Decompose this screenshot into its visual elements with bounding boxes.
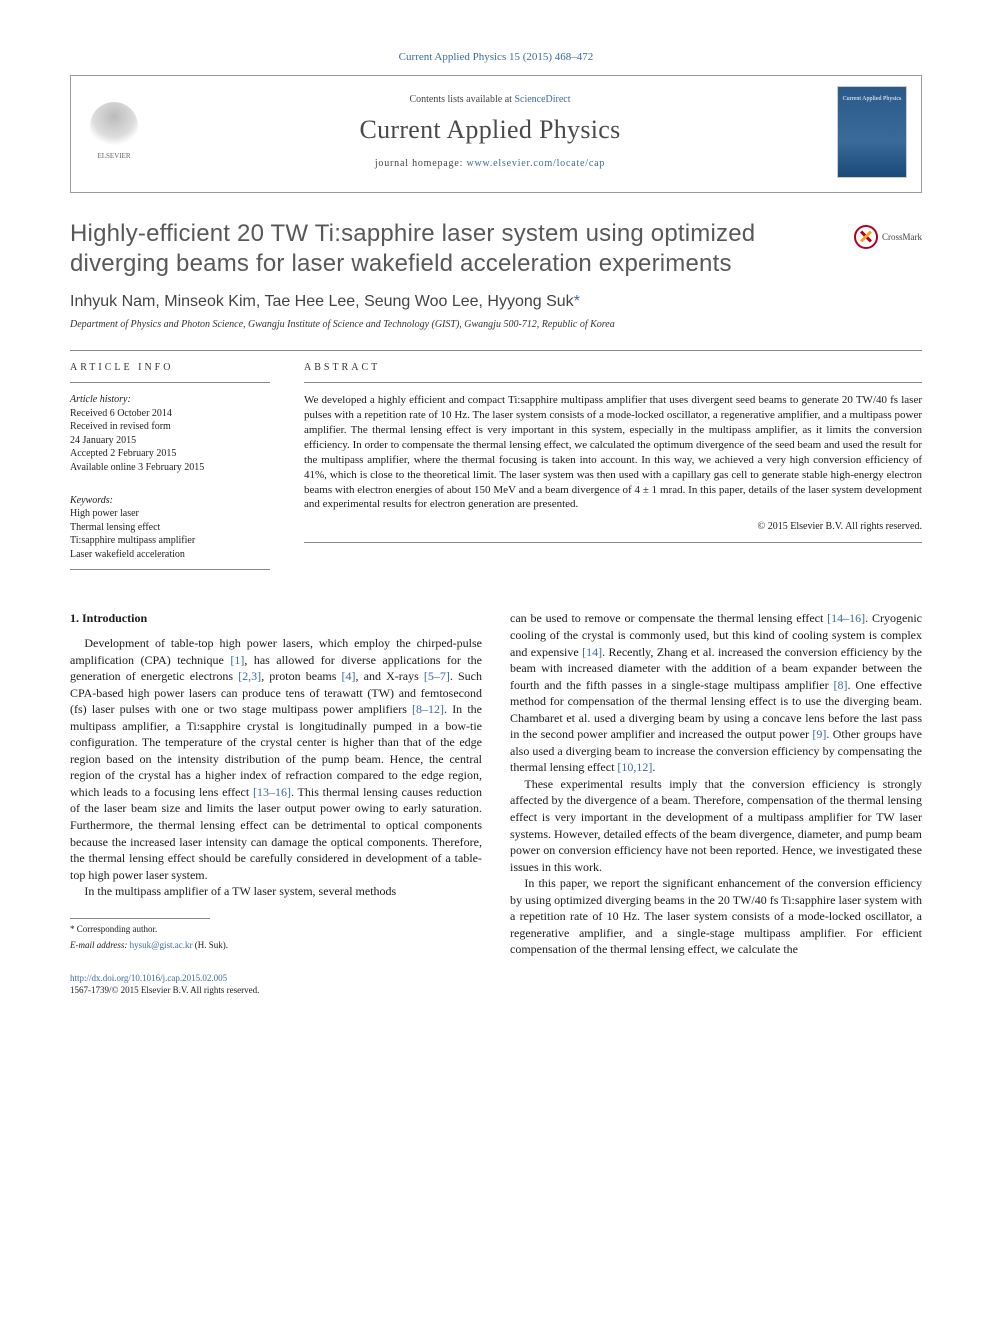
keyword-4: Laser wakefield acceleration [70, 548, 270, 562]
authors-names: Inhyuk Nam, Minseok Kim, Tae Hee Lee, Se… [70, 293, 574, 310]
ref-link-14-16[interactable]: [14–16] [827, 611, 865, 625]
online-date: Available online 3 February 2015 [70, 461, 270, 475]
rule-info-1 [70, 382, 270, 383]
footnote-rule [70, 918, 210, 919]
rule-top [70, 350, 922, 351]
elsevier-logo[interactable]: ELSEVIER [85, 98, 143, 166]
authors-line: Inhyuk Nam, Minseok Kim, Tae Hee Lee, Se… [70, 291, 922, 313]
publisher-label: ELSEVIER [97, 152, 130, 161]
intro-paragraph-5: In this paper, we report the significant… [510, 875, 922, 958]
journal-header: ELSEVIER Contents lists available at Sci… [70, 75, 922, 193]
history-label: Article history: [70, 393, 270, 407]
rule-info-2 [70, 569, 270, 570]
citation-link[interactable]: Current Applied Physics 15 (2015) 468–47… [399, 51, 594, 63]
ref-link-5-7[interactable]: [5–7] [424, 669, 450, 683]
email-label: E-mail address: [70, 940, 130, 950]
keywords-label: Keywords: [70, 494, 270, 508]
ref-link-4[interactable]: [4] [342, 669, 356, 683]
sciencedirect-link[interactable]: ScienceDirect [514, 94, 570, 105]
homepage-prefix: journal homepage: [375, 158, 467, 169]
section-1-heading: 1. Introduction [70, 610, 482, 627]
intro-paragraph-3: can be used to remove or compensate the … [510, 610, 922, 775]
ref-link-10-12[interactable]: [10,12] [617, 760, 652, 774]
doi-link[interactable]: http://dx.doi.org/10.1016/j.cap.2015.02.… [70, 973, 227, 983]
keyword-3: Ti:sapphire multipass amplifier [70, 534, 270, 548]
rule-abs-1 [304, 382, 922, 383]
article-info-heading: ARTICLE INFO [70, 361, 270, 375]
crossmark-label: CrossMark [882, 231, 922, 243]
revised-line1: Received in revised form [70, 420, 270, 434]
intro-paragraph-1: Development of table-top high power lase… [70, 635, 482, 883]
homepage-line: journal homepage: www.elsevier.com/locat… [161, 157, 819, 171]
corresponding-author-note: * Corresponding author. [70, 923, 482, 935]
abstract-heading: ABSTRACT [304, 361, 922, 375]
crossmark-icon [854, 225, 878, 249]
ref-link-13-16[interactable]: [13–16] [253, 785, 291, 799]
affiliation: Department of Physics and Photon Science… [70, 318, 922, 332]
intro-paragraph-2: In the multipass amplifier of a TW laser… [70, 883, 482, 900]
contents-prefix: Contents lists available at [409, 94, 514, 105]
ref-link-8[interactable]: [8] [833, 678, 847, 692]
intro-paragraph-4: These experimental results imply that th… [510, 776, 922, 875]
ref-link-2-3[interactable]: [2,3] [238, 669, 261, 683]
crossmark-badge[interactable]: CrossMark [854, 219, 922, 249]
email-link[interactable]: hysuk@gist.ac.kr [130, 940, 193, 950]
ref-link-8-12[interactable]: [8–12] [412, 702, 444, 716]
accepted-date: Accepted 2 February 2015 [70, 447, 270, 461]
received-date: Received 6 October 2014 [70, 407, 270, 421]
corresponding-author-marker[interactable]: * [574, 293, 580, 310]
abstract-copyright: © 2015 Elsevier B.V. All rights reserved… [304, 520, 922, 534]
email-footnote: E-mail address: hysuk@gist.ac.kr (H. Suk… [70, 939, 482, 951]
body-text: 1. Introduction Development of table-top… [70, 610, 922, 957]
issn-copyright: 1567-1739/© 2015 Elsevier B.V. All right… [70, 985, 259, 995]
article-info-column: ARTICLE INFO Article history: Received 6… [70, 361, 270, 581]
homepage-link[interactable]: www.elsevier.com/locate/cap [466, 158, 605, 169]
email-suffix: (H. Suk). [192, 940, 228, 950]
keyword-1: High power laser [70, 507, 270, 521]
abstract-column: ABSTRACT We developed a highly efficient… [304, 361, 922, 581]
journal-name: Current Applied Physics [161, 112, 819, 147]
journal-cover-thumbnail[interactable]: Current Applied Physics [837, 86, 907, 178]
ref-link-9[interactable]: [9] [812, 727, 826, 741]
article-title: Highly-efficient 20 TW Ti:sapphire laser… [70, 219, 834, 279]
rule-abs-2 [304, 542, 922, 543]
revised-line2: 24 January 2015 [70, 434, 270, 448]
abstract-text: We developed a highly efficient and comp… [304, 393, 922, 512]
ref-link-14[interactable]: [14] [582, 645, 602, 659]
ref-link-1[interactable]: [1] [230, 653, 244, 667]
keyword-2: Thermal lensing effect [70, 521, 270, 535]
elsevier-tree-icon [90, 102, 138, 150]
contents-available-line: Contents lists available at ScienceDirec… [161, 93, 819, 107]
citation-line: Current Applied Physics 15 (2015) 468–47… [70, 50, 922, 65]
cover-label: Current Applied Physics [843, 95, 902, 103]
doi-block: http://dx.doi.org/10.1016/j.cap.2015.02.… [70, 972, 922, 996]
